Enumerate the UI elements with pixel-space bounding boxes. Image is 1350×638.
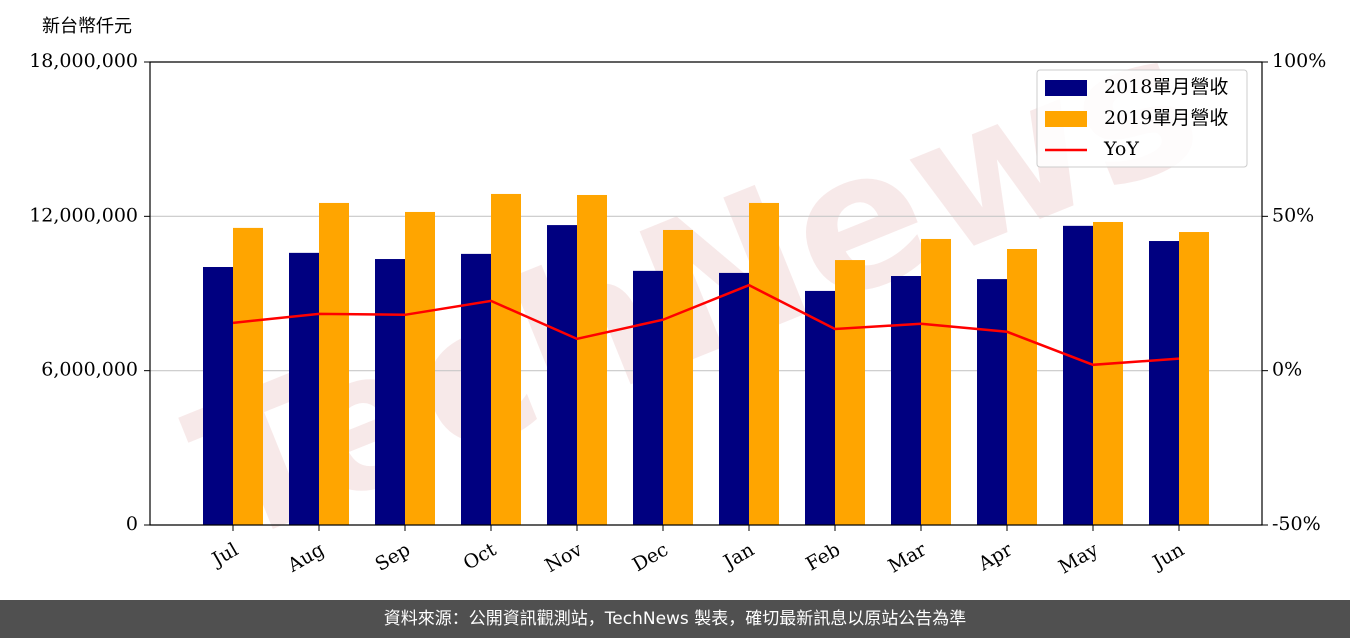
bar: [835, 260, 865, 525]
legend-box: [1036, 69, 1248, 168]
bar: [1093, 221, 1123, 525]
y-axis-label: 新台幣仟元: [42, 16, 132, 37]
bar: [977, 279, 1007, 525]
bar: [1149, 241, 1179, 525]
bar: [491, 193, 521, 525]
bar: [719, 272, 749, 525]
legend-label: YoY: [1103, 138, 1139, 160]
y-tick-label: 12,000,000: [29, 204, 138, 226]
y2-tick-label: 0%: [1272, 359, 1302, 381]
plot-frame: [149, 61, 1263, 526]
legend-label: 2018單月營收: [1104, 76, 1228, 98]
y2-tick-label: 100%: [1272, 50, 1326, 72]
bar: [461, 253, 491, 526]
x-tick-label: Mar: [884, 538, 930, 577]
x-tick-label: May: [1055, 538, 1102, 578]
bar: [891, 276, 921, 525]
x-tick-label: Apr: [974, 538, 1017, 575]
bar: [375, 259, 405, 525]
bar: [633, 270, 663, 525]
line: [232, 283, 1180, 367]
bar: [805, 290, 835, 525]
chart: 新台幣仟元 TechNews 06,000,00012,000,00018,00…: [29, 0, 1326, 588]
legend-swatch: [1045, 80, 1087, 96]
x-tick-label: Oct: [460, 538, 501, 574]
bar: [405, 211, 435, 525]
x-tick-label: Jan: [718, 539, 758, 575]
y-tick-label: 18,000,000: [29, 50, 138, 72]
footer: 資料來源：公開資訊觀測站，TechNews 製表，確切最新訊息以原站公告為準: [0, 600, 1350, 638]
bar: [1007, 249, 1037, 525]
bar: [289, 252, 319, 525]
x-tick-label: Jun: [1147, 539, 1188, 575]
x-tick-label: Nov: [541, 538, 586, 577]
bar: [1063, 225, 1093, 525]
y-tick-label: 0: [126, 513, 138, 535]
bar: [921, 238, 951, 526]
y2-tick-label: 50%: [1272, 204, 1314, 226]
y2-tick-label: -50%: [1272, 513, 1321, 535]
y-tick-label: 6,000,000: [41, 359, 138, 381]
bar: [547, 225, 577, 525]
legend-swatch: [1045, 111, 1087, 127]
x-tick-label: Dec: [629, 539, 672, 577]
legend-label: 2019單月營收: [1104, 107, 1228, 129]
bar: [319, 202, 349, 526]
bar: [577, 194, 607, 525]
bar: [749, 202, 779, 526]
bar: [233, 227, 263, 526]
bar: [663, 229, 693, 525]
x-tick-label: Sep: [371, 539, 414, 576]
bar: [203, 267, 233, 525]
bar: [1179, 232, 1209, 525]
x-tick-label: Feb: [802, 539, 844, 576]
